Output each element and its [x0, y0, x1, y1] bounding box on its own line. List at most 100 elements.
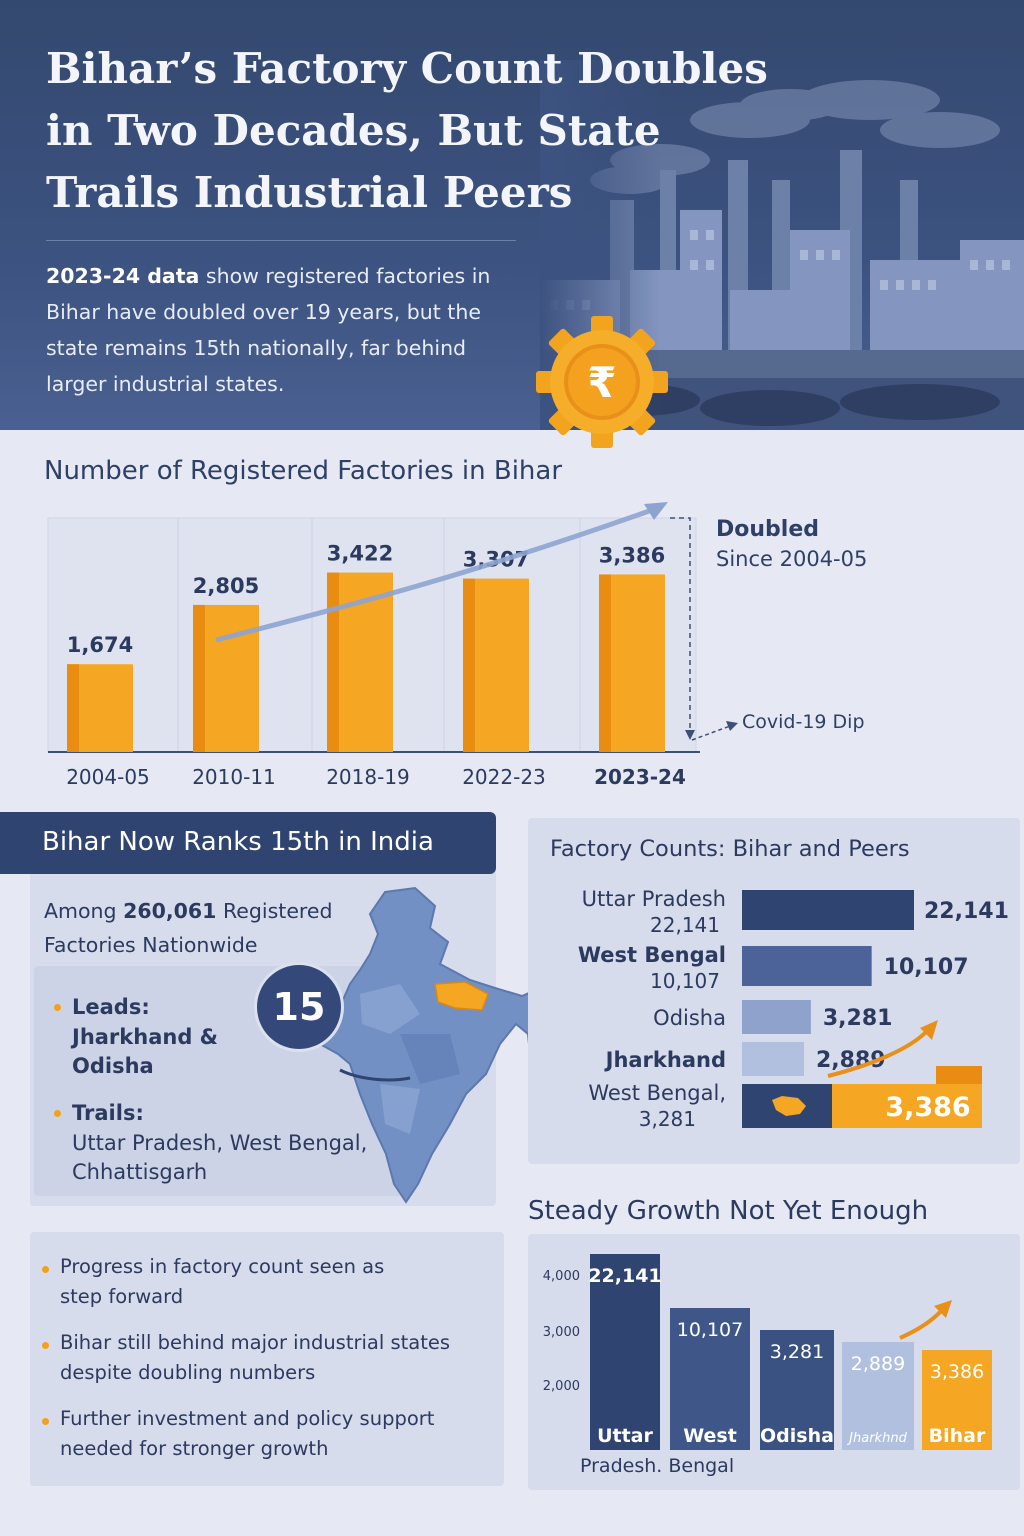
title-divider — [46, 240, 516, 241]
rupee-gear-icon: ₹ — [536, 316, 668, 448]
subtitle-text: show registered factories in Bihar have … — [46, 264, 491, 396]
page-title: Bihar’s Factory Count Doubles in Two Dec… — [46, 44, 768, 217]
factory-bar-shade — [67, 664, 79, 752]
trails-label: Trails: — [72, 1101, 144, 1125]
peer-value-label: 3,281 — [823, 1006, 893, 1031]
peers-chart-title: Factory Counts: Bihar and Peers — [550, 836, 910, 862]
peer-value-label: 22,141 — [924, 899, 1009, 924]
peer-trend-arrow-head — [920, 1020, 938, 1040]
national-total-value: 260,061 — [123, 899, 217, 923]
y-tick-label: 3,000 — [543, 1325, 580, 1340]
peer-bar — [742, 1042, 804, 1076]
peer-label-value: 10,107 — [650, 969, 720, 993]
bihar-shape-icon — [772, 1096, 806, 1116]
x-tick-label: 2010-11 — [192, 765, 276, 789]
peer-bar — [742, 946, 872, 986]
peer-label-value: 22,141 — [650, 913, 720, 937]
page-subtitle: 2023-24 data show registered factories i… — [46, 258, 526, 402]
x-tick-label: 2018-19 — [326, 765, 410, 789]
note-item: Progress in factory count seen as step fo… — [60, 1255, 385, 1308]
growth-arrow-head — [644, 502, 668, 520]
trails-line-2: Chhattisgarh — [72, 1160, 208, 1184]
factories-chart-title: Number of Registered Factories in Bihar — [44, 456, 563, 486]
bihar-highlight — [434, 981, 489, 1011]
bihar-bar — [832, 1084, 982, 1128]
covid-annotation: Covid-19 Dip — [742, 711, 865, 733]
growth-bar — [842, 1342, 914, 1450]
peer-trend-arrow — [827, 1030, 928, 1078]
growth-bar-label: West — [683, 1425, 737, 1447]
growth-bar — [922, 1350, 992, 1450]
trails-line-1: Uttar Pradesh, West Bengal, — [72, 1131, 368, 1155]
leads-label: Leads: — [72, 995, 150, 1019]
factory-bar-shade — [327, 572, 339, 752]
peer-label: Odisha — [653, 1006, 726, 1030]
bar-value-label: 2,805 — [193, 574, 259, 598]
peer-label: Jharkhand — [604, 1048, 726, 1072]
bihar-bar-top — [936, 1066, 982, 1084]
bihar-value-label: 3,386 — [885, 1092, 970, 1123]
note-item: Bihar still behind major industrial stat… — [60, 1331, 451, 1384]
y-tick-label: 2,000 — [543, 1379, 580, 1394]
growth-value-label: 22,141 — [588, 1265, 661, 1287]
growth-footer-label: Pradesh. Bengal — [580, 1455, 734, 1477]
x-tick-label: 2022-23 — [462, 765, 546, 789]
growth-trend-arrow — [899, 1308, 944, 1340]
growth-bar-label: Jharkhnd — [846, 1431, 907, 1446]
factory-bar-shade — [599, 574, 611, 752]
trails-bullet — [54, 1110, 61, 1117]
peer-bar — [742, 1000, 811, 1034]
growth-chart-title: Steady Growth Not Yet Enough — [528, 1196, 929, 1226]
growth-bar — [590, 1254, 660, 1450]
national-total-text: Among 260,061 Registered Factories Natio… — [44, 899, 333, 957]
growth-bar — [760, 1330, 834, 1450]
doubled-annotation: Doubled — [716, 517, 819, 542]
peer-value-label: 10,107 — [884, 955, 969, 980]
notes-card — [30, 1232, 504, 1486]
growth-bar-label: Odisha — [760, 1425, 834, 1447]
bar-value-label: 3,422 — [327, 542, 393, 566]
doubled-subtext: Since 2004-05 — [716, 547, 867, 571]
factory-bar-shade — [463, 578, 475, 752]
leads-line-2: Odisha — [72, 1054, 154, 1078]
rank-card-title: Bihar Now Ranks 15th in India — [42, 827, 434, 857]
peer-label: West Bengal — [578, 943, 726, 967]
covid-pointer-head — [726, 721, 738, 731]
growth-bar-label: Uttar — [597, 1425, 653, 1447]
peer-label: West Bengal, — [588, 1081, 726, 1105]
note-bullet — [42, 1266, 49, 1273]
bar-value-label: 3,386 — [599, 543, 665, 567]
rank-badge: 15 — [254, 962, 344, 1052]
bracket-arrow-head — [685, 730, 695, 740]
growth-value-label: 3,386 — [930, 1361, 984, 1383]
rank-card-header — [0, 812, 496, 874]
factories-bar-chart: 1,6742004-052,8052010-113,4222018-193,30… — [47, 502, 867, 789]
growth-value-label: 2,889 — [851, 1353, 905, 1375]
growth-trend-arrow-head — [934, 1300, 952, 1318]
subtitle-bold: 2023-24 data — [46, 264, 200, 288]
leads-line-1: Jharkhand & — [72, 1025, 218, 1049]
bar-value-label: 1,674 — [67, 633, 133, 657]
growth-bar-label: Bihar — [929, 1425, 986, 1447]
peer-label-value: 3,281 — [639, 1107, 696, 1131]
x-tick-label: 2004-05 — [66, 765, 150, 789]
factory-bar-shade — [193, 604, 205, 752]
growth-value-label: 10,107 — [677, 1319, 743, 1341]
peer-label: Uttar Pradesh — [582, 887, 726, 911]
x-tick-label: 2023-24 — [594, 765, 686, 789]
doubled-bracket — [670, 517, 691, 738]
leads-bullet — [54, 1004, 61, 1011]
growth-bar — [670, 1308, 750, 1450]
y-tick-label: 4,000 — [543, 1269, 580, 1284]
note-bullet — [42, 1418, 49, 1425]
note-bullet — [42, 1342, 49, 1349]
header-banner: Bihar’s Factory Count Doubles in Two Dec… — [0, 0, 1024, 430]
note-item: Further investment and policy support nee… — [60, 1407, 435, 1460]
peer-bar — [742, 890, 914, 930]
growth-value-label: 3,281 — [770, 1341, 824, 1363]
growth-bar-chart: 4,000 3,000 2,000 22,141 Uttar 10,107 West 3,28… — [543, 1254, 992, 1477]
covid-pointer — [691, 725, 731, 741]
growth-arrow — [215, 507, 653, 643]
rupee-symbol: ₹ — [587, 358, 616, 407]
